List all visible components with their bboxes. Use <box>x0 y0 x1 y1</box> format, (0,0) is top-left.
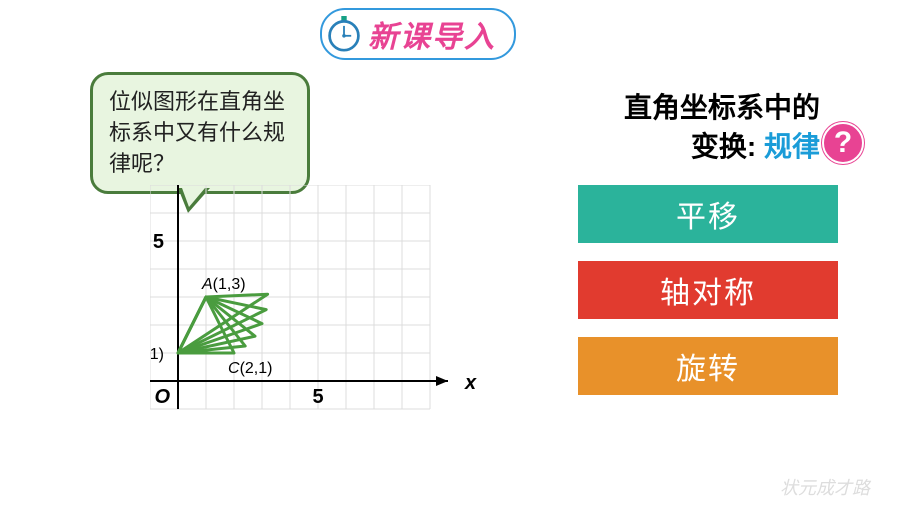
svg-text:5: 5 <box>153 231 164 253</box>
button-rotation[interactable]: 旋转 <box>578 337 838 395</box>
question-mark-icon: ? <box>822 122 864 164</box>
qmark-text: ? <box>834 126 852 160</box>
clock-icon <box>326 16 362 52</box>
svg-text:O: O <box>154 386 170 408</box>
title-line2: 变换: <box>691 131 756 162</box>
svg-text:C(2,1): C(2,1) <box>228 360 272 377</box>
speech-bubble: 位似图形在直角坐标系中又有什么规律呢？ <box>90 72 310 194</box>
button-group: 平移 轴对称 旋转 <box>578 185 838 395</box>
button-label: 平移 <box>676 192 740 236</box>
title-line1: 直角坐标系中的 <box>624 92 820 123</box>
svg-text:5: 5 <box>312 386 323 408</box>
chart-svg: 5 5 Ox A(1,3) B(0,1) C(2,1) <box>150 185 490 449</box>
button-label: 旋转 <box>676 344 740 388</box>
watermark: 状元成才路 <box>780 474 870 500</box>
svg-text:B(0,1): B(0,1) <box>150 346 164 363</box>
button-translation[interactable]: 平移 <box>578 185 838 243</box>
svg-text:A(1,3): A(1,3) <box>201 276 246 293</box>
title-highlight: 规律 <box>764 131 820 162</box>
button-reflection[interactable]: 轴对称 <box>578 261 838 319</box>
svg-text:x: x <box>464 372 477 394</box>
right-title: 直角坐标系中的 变换: 规律 <box>540 88 820 166</box>
speech-text: 位似图形在直角坐标系中又有什么规律呢？ <box>109 89 285 176</box>
button-label: 轴对称 <box>660 268 756 312</box>
header-banner: 新课导入 <box>320 8 516 60</box>
coordinate-chart: 5 5 Ox A(1,3) B(0,1) C(2,1) <box>150 185 490 454</box>
header-title: 新课导入 <box>368 12 496 56</box>
